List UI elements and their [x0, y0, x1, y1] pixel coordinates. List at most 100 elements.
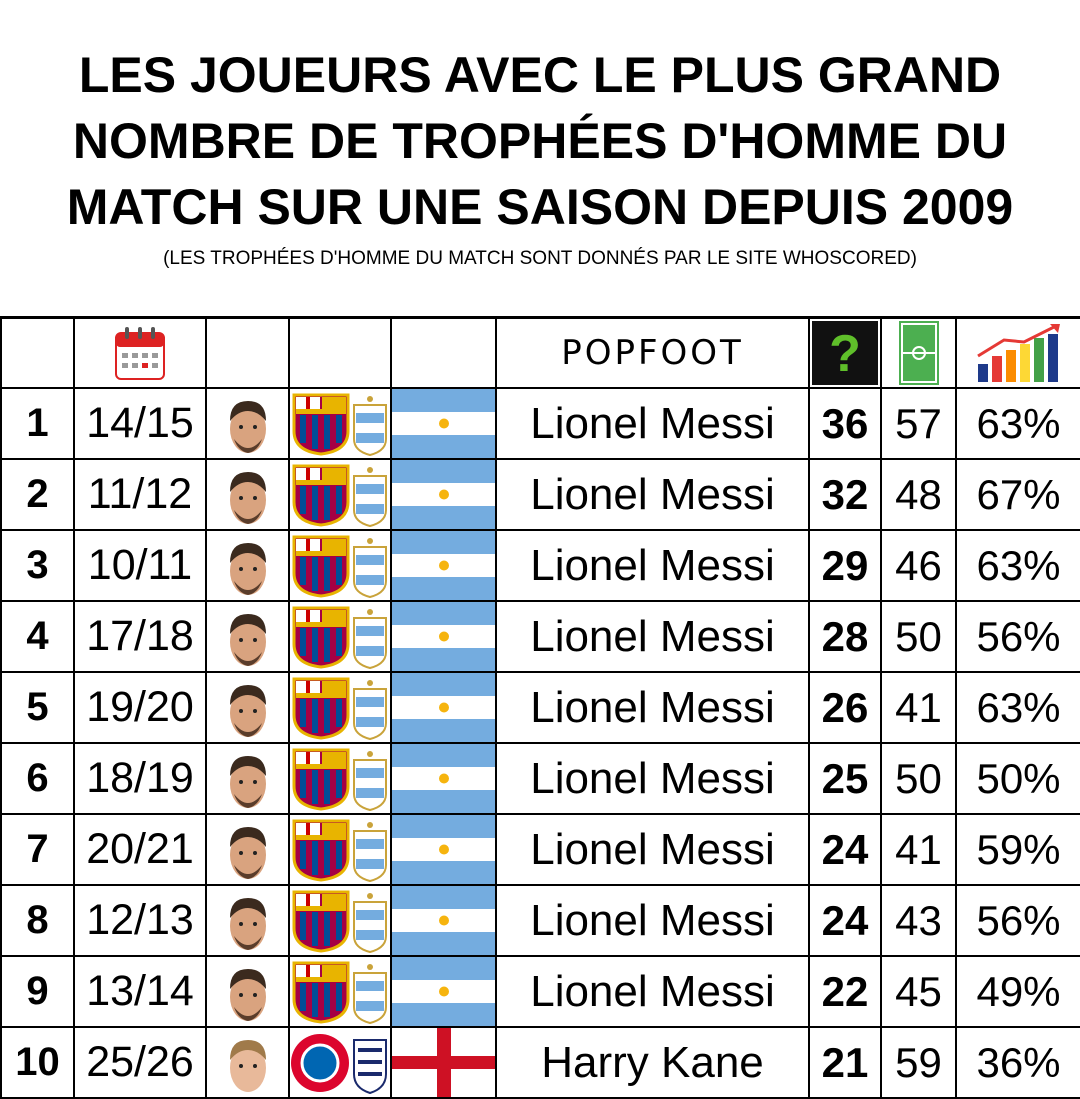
- player-photo: [208, 462, 288, 528]
- image-cell: [205, 1026, 290, 1099]
- cell: Lionel Messi: [495, 458, 810, 531]
- image-cell: [390, 813, 497, 886]
- flag: [392, 531, 496, 600]
- cell: 25: [808, 742, 882, 815]
- crests: [290, 746, 390, 812]
- crests: [290, 533, 390, 599]
- table-row: 4 17/18 Lionel Messi 28 50 56%: [0, 600, 1080, 673]
- cell: 46: [880, 529, 957, 602]
- cell: 11/12: [73, 458, 207, 531]
- player-photo: [208, 746, 288, 812]
- cell: 6: [0, 742, 75, 815]
- image-cell: [205, 671, 290, 744]
- image-cell: [288, 1026, 392, 1099]
- image-cell: [390, 458, 497, 531]
- table-row: 5 19/20 Lionel Messi 26 41 63%: [0, 671, 1080, 744]
- cell: 26: [808, 671, 882, 744]
- title-line: NOMBRE DE TROPHÉES D'HOMME DU: [72, 113, 1008, 169]
- cell: [73, 316, 207, 389]
- cell: 12/13: [73, 884, 207, 957]
- player-photo: [208, 604, 288, 670]
- flag: [392, 957, 496, 1026]
- cell: Lionel Messi: [495, 529, 810, 602]
- header: LES JOUEURS AVEC LE PLUS GRAND NOMBRE DE…: [0, 0, 1080, 318]
- cell: 36: [808, 387, 882, 460]
- image-cell: [205, 813, 290, 886]
- crests: [290, 391, 390, 457]
- cell: 5: [0, 671, 75, 744]
- cell: [0, 316, 75, 389]
- cell: 17/18: [73, 600, 207, 673]
- svg-text:?: ?: [829, 325, 861, 383]
- image-cell: [205, 458, 290, 531]
- cell: 63%: [955, 529, 1080, 602]
- cell: 22: [808, 955, 882, 1028]
- cell: 21: [808, 1026, 882, 1099]
- cell: 1: [0, 387, 75, 460]
- cell: 32: [808, 458, 882, 531]
- cell: 8: [0, 884, 75, 957]
- cell: Lionel Messi: [495, 742, 810, 815]
- player-photo: [208, 959, 288, 1025]
- cell: 10: [0, 1026, 75, 1099]
- cell: Lionel Messi: [495, 387, 810, 460]
- cell: Harry Kane: [495, 1026, 810, 1099]
- cell: 4: [0, 600, 75, 673]
- table-row: 10 25/26 Harry Kane 21 59 36%: [0, 1026, 1080, 1099]
- cell: Lionel Messi: [495, 600, 810, 673]
- flag: [392, 389, 496, 458]
- flag: [392, 744, 496, 813]
- cell: 59: [880, 1026, 957, 1099]
- cell: ?: [808, 316, 882, 389]
- cell: 20/21: [73, 813, 207, 886]
- pitch-icon: [898, 321, 939, 385]
- ranking-table: POPFOOT ? 1 14/15 Lionel Messi 36 57 63% 2 11/1…: [0, 316, 1080, 1099]
- player-photo: [208, 675, 288, 741]
- cell: 10/11: [73, 529, 207, 602]
- cell: [288, 316, 392, 389]
- cell: 43: [880, 884, 957, 957]
- image-cell: [390, 742, 497, 815]
- cell: 67%: [955, 458, 1080, 531]
- image-cell: [390, 1026, 497, 1099]
- cell: 41: [880, 671, 957, 744]
- crests: [290, 675, 390, 741]
- image-cell: [205, 600, 290, 673]
- player-photo: [208, 391, 288, 457]
- cell: Lionel Messi: [495, 671, 810, 744]
- table-row: 6 18/19 Lionel Messi 25 50 50%: [0, 742, 1080, 815]
- title-line: LES JOUEURS AVEC LE PLUS GRAND: [78, 47, 1002, 103]
- title-line: MATCH SUR UNE SAISON DEPUIS 2009: [66, 179, 1014, 235]
- crests: [290, 462, 390, 528]
- cell: 48: [880, 458, 957, 531]
- player-photo: [208, 533, 288, 599]
- calendar-icon: [115, 327, 165, 380]
- table-row: 7 20/21 Lionel Messi 24 41 59%: [0, 813, 1080, 886]
- image-cell: [390, 387, 497, 460]
- flag: [392, 1028, 496, 1097]
- image-cell: [205, 742, 290, 815]
- image-cell: [205, 529, 290, 602]
- header-row: POPFOOT ?: [0, 316, 1080, 389]
- crests: [290, 1030, 390, 1096]
- cell: 24: [808, 884, 882, 957]
- cell: 13/14: [73, 955, 207, 1028]
- cell: 18/19: [73, 742, 207, 815]
- crests: [290, 604, 390, 670]
- table-row: 2 11/12 Lionel Messi 32 48 67%: [0, 458, 1080, 531]
- image-cell: [390, 884, 497, 957]
- cell: 41: [880, 813, 957, 886]
- cell: 9: [0, 955, 75, 1028]
- image-cell: [205, 884, 290, 957]
- flag: [392, 815, 496, 884]
- image-cell: [288, 884, 392, 957]
- cell: 36%: [955, 1026, 1080, 1099]
- cell: [955, 316, 1080, 389]
- image-cell: [390, 671, 497, 744]
- cell: 63%: [955, 671, 1080, 744]
- flag: [392, 460, 496, 529]
- image-cell: [390, 955, 497, 1028]
- table-row: 3 10/11 Lionel Messi 29 46 63%: [0, 529, 1080, 602]
- cell: Lionel Messi: [495, 813, 810, 886]
